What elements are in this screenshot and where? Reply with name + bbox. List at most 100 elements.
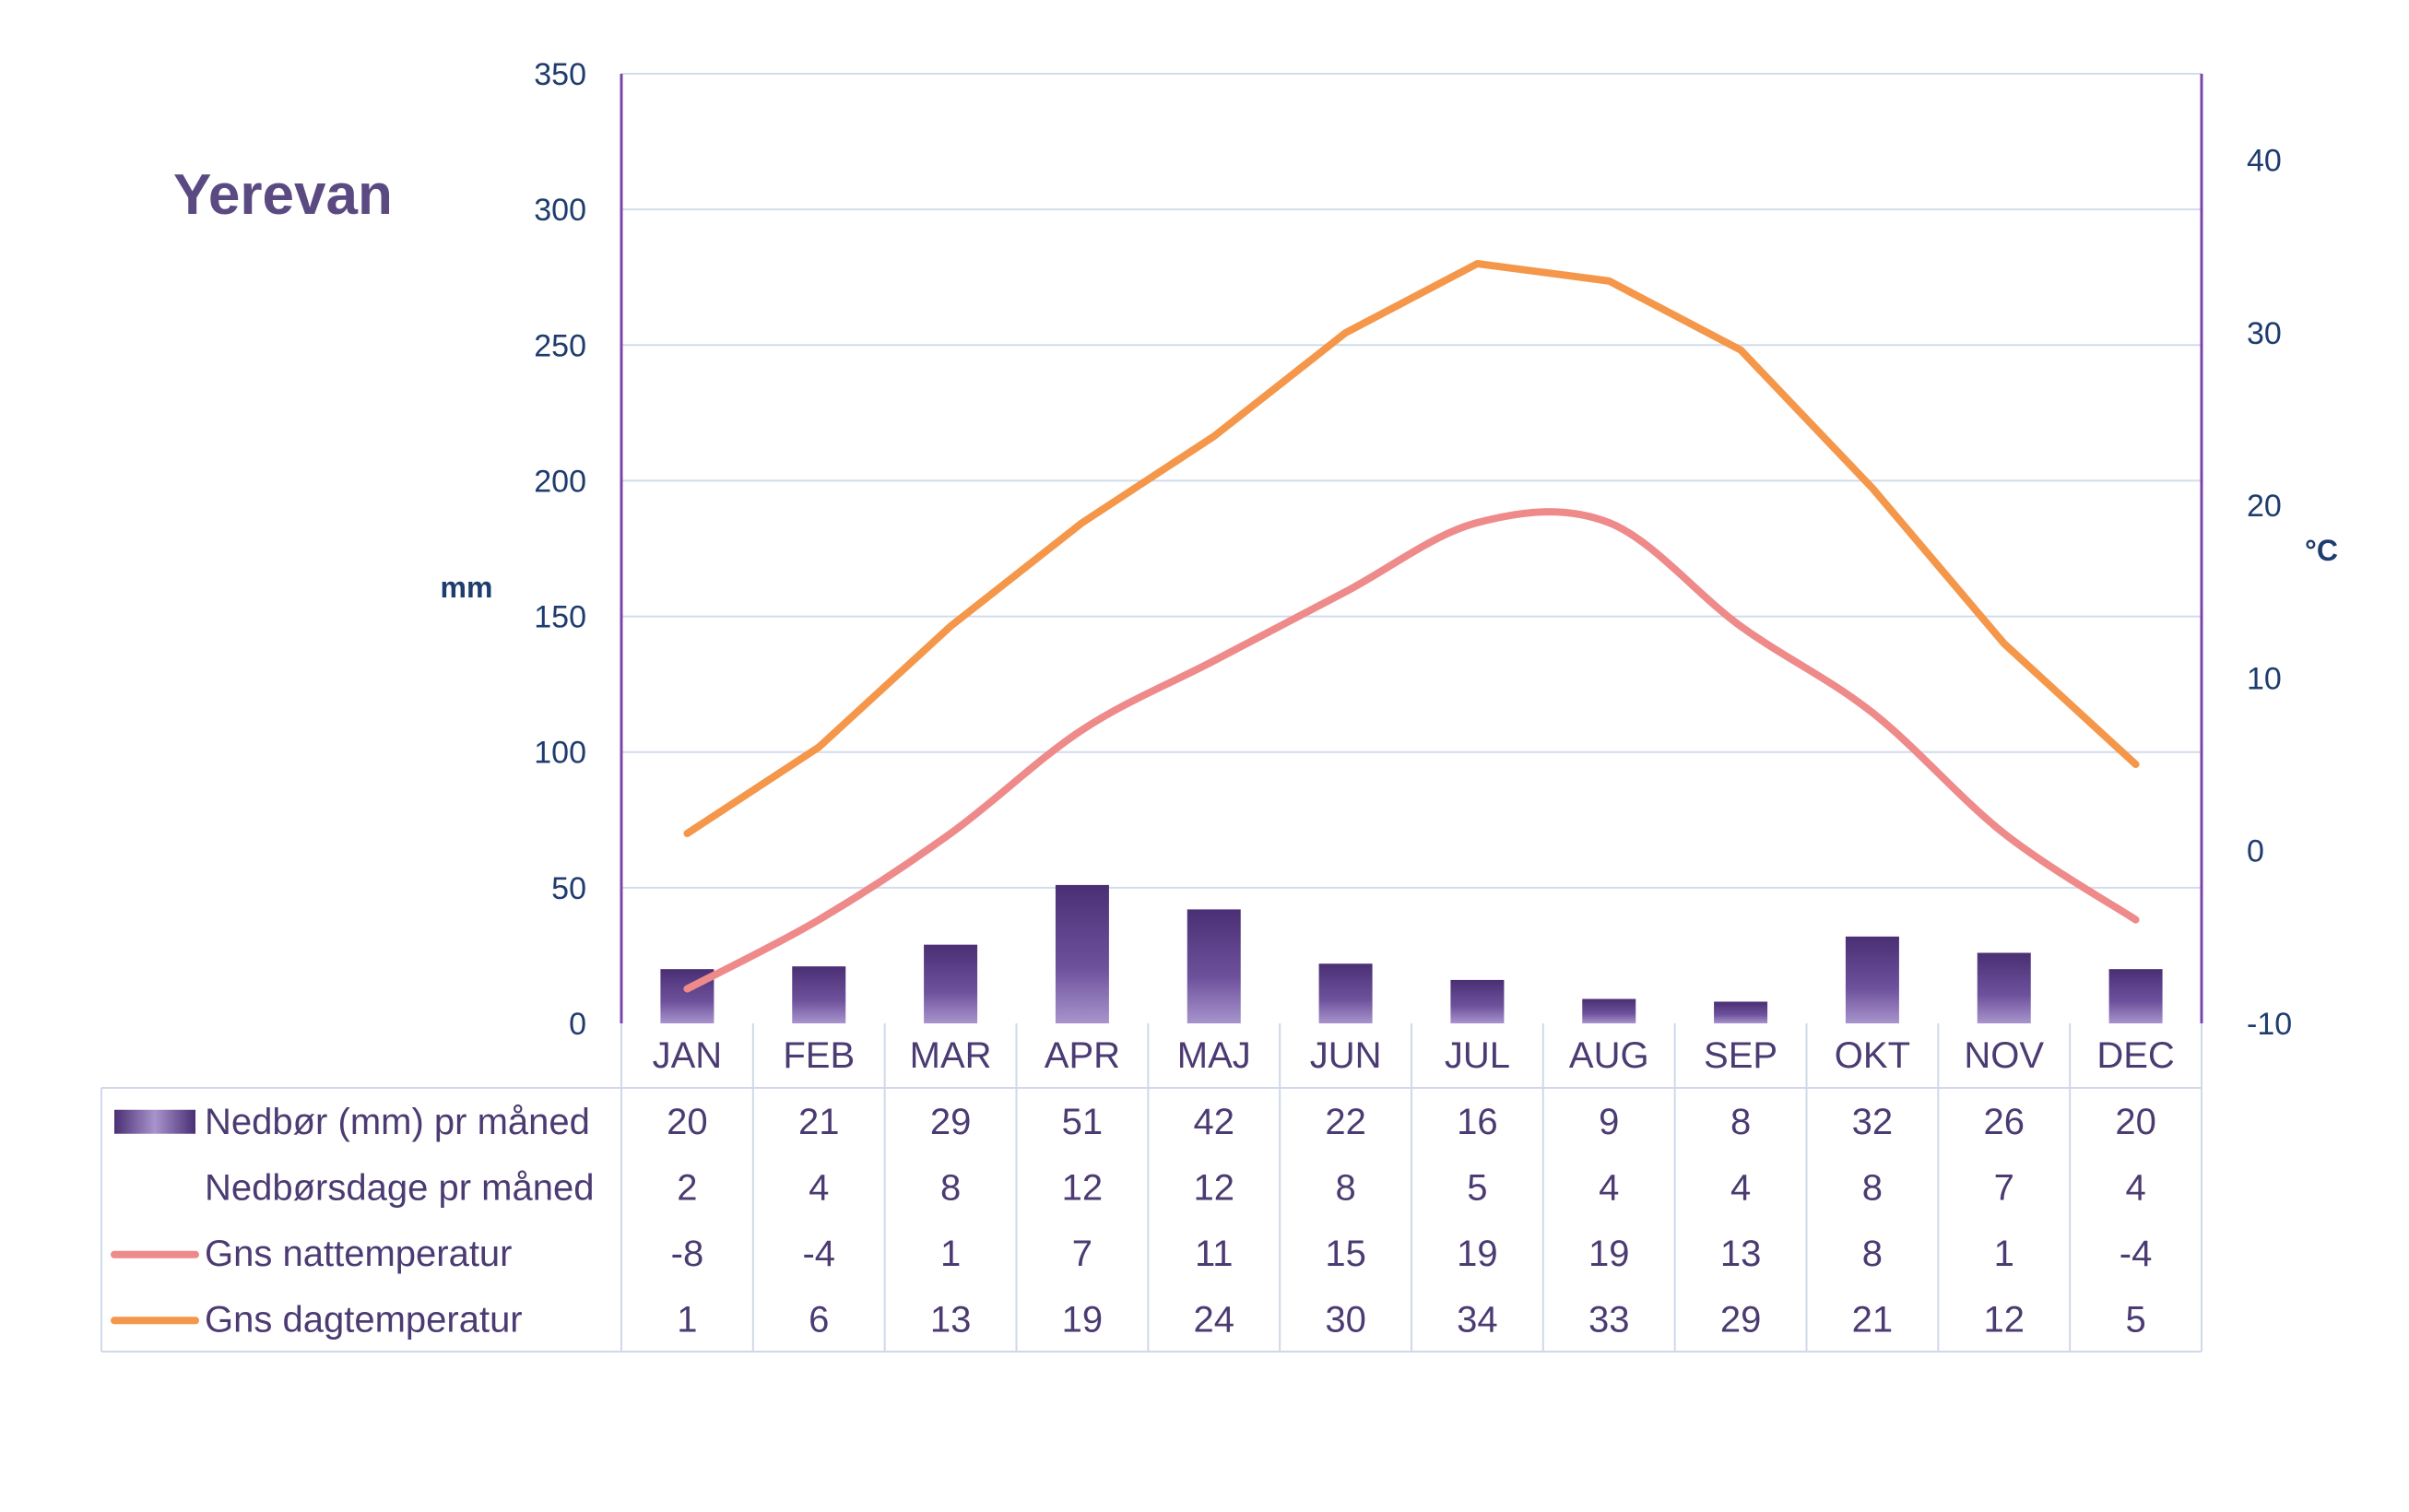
table-cell: 20 [667, 1102, 708, 1142]
table-cell: 4 [809, 1167, 829, 1208]
left-tick-label: 250 [534, 328, 586, 363]
left-tick-label: 300 [534, 193, 586, 228]
category-label: APR [1045, 1035, 1120, 1076]
category-label: AUG [1569, 1035, 1649, 1076]
table-cell: 19 [1062, 1299, 1104, 1340]
table-cell: 5 [1467, 1167, 1487, 1208]
table-cell: 19 [1457, 1234, 1498, 1274]
table-cell: 4 [1730, 1167, 1751, 1208]
axes: 0 50 100 150 200 250 300 350 -10 0 10 20 30 40 [534, 57, 2292, 1042]
night-temperature-line [683, 508, 2140, 993]
right-tick-label: 40 [2247, 144, 2282, 179]
right-tick-label: -10 [2247, 1007, 2292, 1042]
table-cell: 26 [1984, 1102, 2025, 1142]
precipitation-bar [1450, 979, 1505, 1023]
right-tick-label: 30 [2247, 316, 2282, 351]
table-cell: 34 [1457, 1299, 1498, 1340]
table-cell: 8 [1335, 1167, 1355, 1208]
category-label: OKT [1835, 1035, 1910, 1076]
table-cell: 24 [1194, 1299, 1235, 1340]
table-cell: -4 [2120, 1234, 2153, 1274]
table-cell: 2 [677, 1167, 697, 1208]
table-cell: 21 [1852, 1299, 1894, 1340]
precipitation-bars [660, 884, 2163, 1023]
table-cell: 9 [1599, 1102, 1619, 1142]
table-cell: 22 [1325, 1102, 1366, 1142]
table-cell: 1 [677, 1299, 697, 1340]
category-label: JUN [1310, 1035, 1382, 1076]
table-cell: 7 [1072, 1234, 1092, 1274]
table-cell: 29 [930, 1102, 972, 1142]
table-cell: 16 [1457, 1102, 1498, 1142]
table-cell: 29 [1720, 1299, 1762, 1340]
gridlines [621, 73, 2202, 889]
precipitation-bar [792, 966, 846, 1023]
left-tick-label: 200 [534, 464, 586, 499]
table-cell: 8 [1862, 1234, 1883, 1274]
right-tick-label: 0 [2247, 834, 2264, 869]
left-tick-label: 50 [551, 871, 586, 906]
table-cell: 1 [1994, 1234, 2014, 1274]
row-label: Nedbørsdage pr måned [205, 1167, 594, 1208]
right-tick-label: 20 [2247, 489, 2282, 524]
table-cell: 13 [1720, 1234, 1762, 1274]
table-cell: 33 [1588, 1299, 1630, 1340]
table-cell: 21 [798, 1102, 840, 1142]
category-label: NOV [1964, 1035, 2044, 1076]
category-label: MAR [910, 1035, 992, 1076]
table-cell: 13 [930, 1299, 972, 1340]
precipitation-bar [1845, 936, 1899, 1023]
day-temperature-line [683, 260, 2140, 837]
table-cell: 1 [940, 1234, 961, 1274]
temperature-lines [683, 260, 2140, 993]
table-cell: 4 [1599, 1167, 1619, 1208]
left-tick-label: 150 [534, 600, 586, 635]
table-cell: 42 [1194, 1102, 1235, 1142]
table-cell: 8 [1730, 1102, 1751, 1142]
table-cell: 51 [1062, 1102, 1104, 1142]
table-cell: 7 [1994, 1167, 2014, 1208]
precipitation-bar [1714, 1001, 1768, 1023]
table-cell: 5 [2125, 1299, 2145, 1340]
table-cell: 32 [1852, 1102, 1894, 1142]
category-label: MAJ [1177, 1035, 1251, 1076]
table-cell: 8 [940, 1167, 961, 1208]
table-cell: 19 [1588, 1234, 1630, 1274]
table-cell: 8 [1862, 1167, 1883, 1208]
table-cell: 30 [1325, 1299, 1366, 1340]
legend-marker-precipitation [114, 1109, 195, 1134]
table-cell: 4 [2125, 1167, 2145, 1208]
table-cell: 20 [2115, 1102, 2156, 1142]
left-tick-label: 350 [534, 57, 586, 92]
category-label: JAN [653, 1035, 723, 1076]
precipitation-bar [1187, 909, 1241, 1023]
table-cell: 12 [1062, 1167, 1104, 1208]
chart-title: Yerevan [173, 163, 393, 227]
category-label: FEB [783, 1035, 855, 1076]
precipitation-bar [1977, 952, 2031, 1023]
precipitation-bar [1318, 963, 1373, 1023]
table-cell: 12 [1194, 1167, 1235, 1208]
precipitation-bar [1055, 884, 1109, 1023]
table-cell: -8 [671, 1234, 704, 1274]
right-axis-label: °C [2305, 534, 2338, 567]
table-cell: 6 [809, 1299, 829, 1340]
category-label: JUL [1445, 1035, 1510, 1076]
left-tick-label: 100 [534, 736, 586, 771]
row-label: Nedbør (mm) pr måned [205, 1102, 590, 1142]
precipitation-bar [2108, 969, 2163, 1023]
right-tick-label: 10 [2247, 661, 2282, 696]
category-label: DEC [2096, 1035, 2174, 1076]
left-axis-label: mm [441, 571, 493, 604]
category-label: SEP [1704, 1035, 1777, 1076]
precipitation-bar [924, 944, 978, 1023]
row-label: Gns nattemperatur [205, 1234, 513, 1274]
table-cell: -4 [802, 1234, 835, 1274]
data-table: JAN FEB MAR APR MAJ JUN JUL AUG SEP OKT NOV DEC Nedb… [100, 1023, 2202, 1353]
table-cell: 15 [1325, 1234, 1366, 1274]
precipitation-bar [1582, 998, 1636, 1023]
table-cell: 11 [1195, 1234, 1234, 1274]
left-tick-label: 0 [569, 1007, 586, 1042]
row-label: Gns dagtemperatur [205, 1299, 523, 1340]
